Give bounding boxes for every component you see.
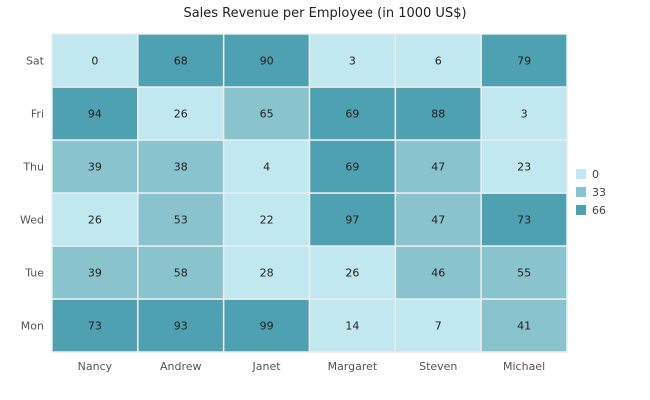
legend-label: 33 [592,186,606,199]
heatmap-cell[interactable] [137,298,225,353]
legend-swatch [576,187,586,197]
heatmap-cell[interactable] [222,139,311,194]
cell-label: 7 [435,320,442,333]
heatmap-cell[interactable] [51,298,139,353]
cell-label: 68 [174,55,188,68]
legend-label: 66 [592,204,606,217]
heatmap-cell[interactable] [137,245,225,300]
heatmap-cell[interactable] [394,192,482,247]
y-tick-label: Sat [26,55,45,68]
heatmap-cell[interactable] [394,298,482,353]
cell-label: 69 [345,161,359,174]
cell-label: 93 [174,320,188,333]
y-tick-label: Tue [24,267,44,280]
y-tick-label: Fri [31,108,44,121]
x-tick-label: Andrew [160,360,202,373]
heatmap-cell[interactable] [308,298,397,353]
cell-label: 53 [174,214,188,227]
heatmap-cell[interactable] [308,192,397,247]
y-tick-label: Thu [22,161,44,174]
cell-label: 3 [349,55,356,68]
x-tick-label: Nancy [78,360,113,373]
legend-swatch [576,205,586,215]
cell-label: 46 [431,267,445,280]
cell-label: 26 [174,108,188,121]
cell-label: 88 [431,108,445,121]
cell-label: 69 [345,108,359,121]
heatmap-cell[interactable] [137,139,225,194]
y-tick-label: Wed [20,214,44,227]
heatmap-cell[interactable] [137,192,225,247]
heatmap-cell[interactable] [480,245,568,300]
heatmap-cell[interactable] [394,139,482,194]
cell-label: 26 [88,214,102,227]
cell-label: 38 [174,161,188,174]
y-tick-label: Mon [21,320,44,333]
cell-label: 41 [517,320,531,333]
cell-label: 14 [345,320,359,333]
cell-label: 23 [517,161,531,174]
legend-label: 0 [592,168,599,181]
cell-label: 47 [431,214,445,227]
heatmap-cell[interactable] [308,245,397,300]
x-tick-label: Steven [419,360,457,373]
cell-label: 26 [345,267,359,280]
cell-label: 99 [260,320,274,333]
heatmap-cell[interactable] [51,86,139,141]
cell-label: 73 [517,214,531,227]
heatmap-cell[interactable] [222,33,311,88]
cell-label: 47 [431,161,445,174]
heatmap-cell[interactable] [137,33,225,88]
heatmap-cell[interactable] [51,33,139,88]
x-tick-label: Janet [252,360,282,373]
heatmap-cell[interactable] [480,33,568,88]
cell-label: 79 [517,55,531,68]
chart-title: Sales Revenue per Employee (in 1000 US$) [183,6,466,21]
heatmap-cell[interactable] [394,86,482,141]
heatmap-cell[interactable] [222,298,311,353]
cell-label: 3 [521,108,528,121]
cell-label: 97 [345,214,359,227]
heatmap-cell[interactable] [222,86,311,141]
cell-label: 58 [174,267,188,280]
heatmap-cell[interactable] [51,245,139,300]
x-tick-label: Michael [503,360,545,373]
cell-label: 55 [517,267,531,280]
cell-label: 65 [260,108,274,121]
legend-swatch [576,169,586,179]
heatmap-cell[interactable] [480,86,568,141]
cell-label: 39 [88,267,102,280]
heatmap-cell[interactable] [308,86,397,141]
cell-label: 28 [260,267,274,280]
cell-label: 94 [88,108,102,121]
cell-label: 39 [88,161,102,174]
heatmap-cell[interactable] [480,139,568,194]
cell-label: 6 [435,55,442,68]
cell-label: 22 [260,214,274,227]
cell-label: 4 [263,161,270,174]
cell-label: 73 [88,320,102,333]
x-tick-label: Margaret [328,360,378,373]
cell-label: 0 [91,55,98,68]
cell-label: 90 [260,55,274,68]
